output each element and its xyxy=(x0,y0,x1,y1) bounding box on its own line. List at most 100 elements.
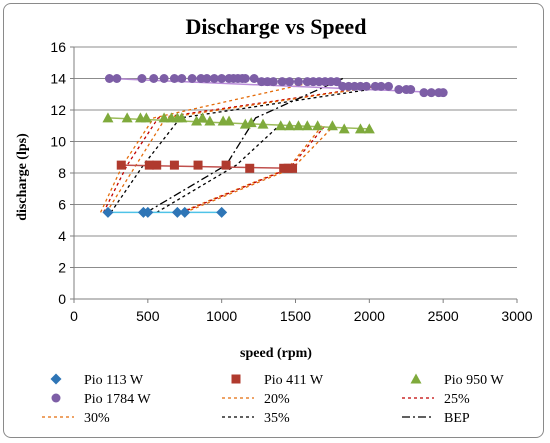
chart-frame: Discharge vs Speed 0 2 4 6 8 10 12 14 16 0 500 1000… xyxy=(3,3,544,438)
y-tick-label: 14 xyxy=(50,71,66,87)
data-point xyxy=(209,74,219,83)
data-point xyxy=(376,81,386,91)
series-line-20% xyxy=(100,77,330,213)
data-point xyxy=(149,74,159,83)
data-point xyxy=(112,74,122,83)
data-point xyxy=(363,123,375,134)
data-point xyxy=(223,115,235,126)
data-point xyxy=(275,120,287,131)
data-point xyxy=(196,112,208,123)
x-tick-label: 500 xyxy=(136,308,160,324)
y-tick-label: 4 xyxy=(58,228,66,244)
data-point xyxy=(394,85,404,95)
legend-item: Pio 1784 W xyxy=(51,392,151,407)
data-point xyxy=(288,163,298,173)
data-point xyxy=(202,74,212,83)
data-point xyxy=(419,88,429,98)
data-point xyxy=(426,88,436,98)
data-point xyxy=(137,74,147,83)
data-point xyxy=(285,77,295,87)
legend-item: Pio 113 W xyxy=(50,373,144,388)
y-tick-label: 16 xyxy=(50,39,66,55)
legend-label: Pio 1784 W xyxy=(84,392,151,407)
data-point xyxy=(245,163,255,173)
legend-label: 35% xyxy=(264,411,290,426)
axes xyxy=(70,46,518,303)
data-point xyxy=(326,120,338,131)
y-axis-label: discharge (lps) xyxy=(15,133,30,221)
data-point xyxy=(116,160,126,170)
data-point xyxy=(245,117,257,128)
data-point xyxy=(354,123,366,134)
data-point xyxy=(144,160,154,170)
data-point xyxy=(438,88,448,98)
tick-labels: 0 2 4 6 8 10 12 14 16 0 500 1000 1500 2000 2500 3000 xyxy=(50,39,532,324)
data-point xyxy=(277,77,287,87)
data-point xyxy=(284,120,296,131)
data-point xyxy=(191,115,203,126)
data-point xyxy=(312,120,324,131)
data-point xyxy=(257,118,269,129)
y-tick-label: 12 xyxy=(50,102,66,118)
series-trend-Pio 950 W xyxy=(107,117,370,130)
data-point xyxy=(142,206,154,218)
data-point xyxy=(171,206,183,218)
data-point xyxy=(292,120,304,131)
data-point xyxy=(249,74,259,83)
data-point xyxy=(152,160,162,170)
y-tick-label: 10 xyxy=(50,134,66,150)
data-point xyxy=(193,160,203,170)
legend-item: 20% xyxy=(222,392,290,407)
series-layer xyxy=(100,74,448,218)
chart-title: Discharge vs Speed xyxy=(186,14,367,39)
legend-label: 30% xyxy=(84,411,110,426)
y-tick-label: 8 xyxy=(58,165,66,181)
data-point xyxy=(293,77,303,87)
data-point xyxy=(169,74,179,83)
x-tick-label: 3000 xyxy=(501,308,532,324)
data-point xyxy=(268,77,278,87)
x-axis-label: speed (rpm) xyxy=(240,346,312,361)
legend-item: BEP xyxy=(402,411,470,426)
legend-label: Pio 950 W xyxy=(444,373,504,388)
data-point xyxy=(217,74,227,83)
y-tick-label: 0 xyxy=(58,291,66,307)
legend-label: Pio 411 W xyxy=(264,373,324,388)
data-point xyxy=(102,112,114,123)
data-point xyxy=(406,85,416,95)
data-point xyxy=(187,74,197,83)
legend-item: Pio 950 W xyxy=(410,373,504,388)
data-point xyxy=(221,160,231,170)
legend-label: Pio 113 W xyxy=(84,373,144,388)
data-point xyxy=(121,112,133,123)
y-tick-label: 6 xyxy=(58,197,66,213)
efficiency-curve-segment xyxy=(156,123,282,213)
discharge-speed-chart: Discharge vs Speed 0 2 4 6 8 10 12 14 16 0 500 1000… xyxy=(15,14,533,426)
legend-item: 25% xyxy=(402,392,470,407)
data-point xyxy=(301,120,313,131)
legend-marker xyxy=(51,393,61,403)
data-point xyxy=(159,74,169,83)
data-point xyxy=(179,206,191,218)
data-point xyxy=(104,74,114,83)
x-tick-label: 1500 xyxy=(280,308,311,324)
data-point xyxy=(158,112,170,123)
data-point xyxy=(204,115,216,126)
series-line-30% xyxy=(105,85,379,213)
data-point xyxy=(338,123,350,134)
legend-marker xyxy=(50,373,62,385)
y-tick-label: 2 xyxy=(58,260,66,276)
x-tick-label: 2500 xyxy=(428,308,459,324)
legend-item: Pio 411 W xyxy=(231,373,324,388)
data-point xyxy=(361,81,371,91)
data-point xyxy=(102,206,114,218)
data-point xyxy=(169,160,179,170)
series-line-35% xyxy=(110,85,391,213)
series-line-BEP xyxy=(146,77,344,213)
x-tick-label: 2000 xyxy=(354,308,385,324)
legend-label: 25% xyxy=(444,392,470,407)
x-tick-label: 1000 xyxy=(206,308,237,324)
legend-item: 35% xyxy=(222,411,290,426)
data-point xyxy=(384,81,394,91)
series-line-25% xyxy=(102,85,376,213)
